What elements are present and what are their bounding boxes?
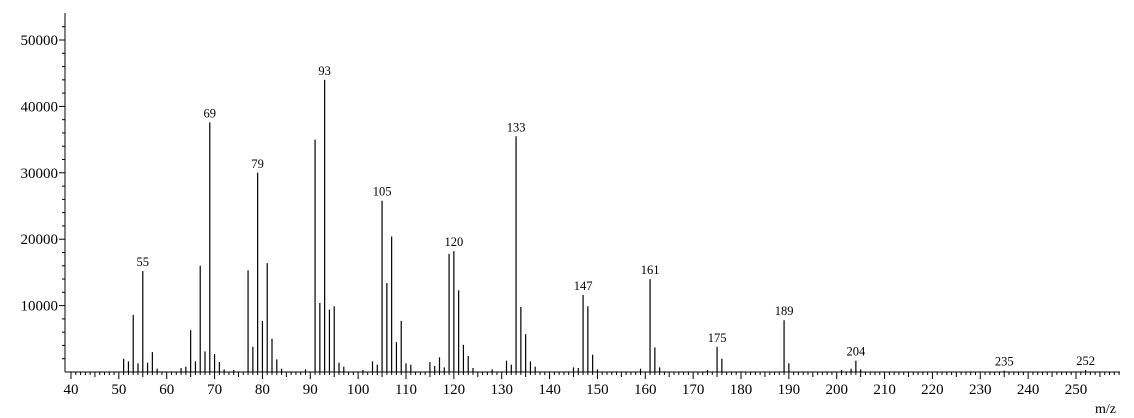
- peak-label: 235: [995, 355, 1014, 369]
- x-tick-label: 160: [634, 382, 657, 398]
- peak-label: 93: [318, 64, 331, 78]
- x-tick-label: 230: [969, 382, 992, 398]
- x-tick-label: 70: [207, 382, 222, 398]
- x-tick-label: 200: [825, 382, 848, 398]
- y-axis: 10000 20000 30000 40000 50000: [21, 13, 66, 372]
- peak-label: 161: [641, 263, 660, 277]
- x-tick-label: 210: [873, 382, 896, 398]
- y-tick-label: 30000: [21, 166, 59, 182]
- x-tick-label: 250: [1065, 382, 1088, 398]
- x-tick-label: 130: [490, 382, 513, 398]
- x-tick-label: 120: [443, 382, 466, 398]
- x-tick-label: 180: [730, 382, 753, 398]
- y-tick-label: 50000: [21, 33, 59, 49]
- x-tick-label: 220: [921, 382, 944, 398]
- x-axis: 40 50 60 70 80 90 100 110 120 130 140 150 160 170 180 1…: [64, 371, 1120, 398]
- peak-label: 79: [251, 157, 264, 171]
- peaks-group: [123, 79, 1087, 372]
- peak-label: 175: [708, 331, 727, 345]
- x-tick-label: 240: [1017, 382, 1040, 398]
- peak-labels-group: 55 69 79 93 105 120 133 147 161 175 189 204 235 252: [137, 64, 1095, 369]
- x-tick-label: 40: [64, 382, 79, 398]
- x-tick-label: 90: [303, 382, 318, 398]
- x-tick-label: 150: [586, 382, 609, 398]
- peak-label: 133: [507, 120, 526, 134]
- peak-label: 55: [137, 255, 150, 269]
- peak-label: 252: [1076, 354, 1095, 368]
- peak-label: 120: [444, 235, 463, 249]
- y-tick-label: 10000: [21, 299, 59, 315]
- y-tick-label: 40000: [21, 99, 59, 115]
- peak-label: 147: [574, 279, 593, 293]
- peak-label: 204: [846, 345, 866, 359]
- x-tick-label: 100: [347, 382, 370, 398]
- peak-label: 105: [373, 185, 392, 199]
- x-axis-unit-label: m/z: [1095, 402, 1116, 417]
- peak-label: 189: [775, 304, 794, 318]
- peak-label: 69: [204, 106, 217, 120]
- x-tick-label: 50: [111, 382, 126, 398]
- x-tick-label: 170: [682, 382, 705, 398]
- x-tick-label: 110: [395, 382, 417, 398]
- y-tick-label: 20000: [21, 232, 59, 248]
- x-tick-label: 140: [538, 382, 561, 398]
- x-tick-label: 190: [778, 382, 801, 398]
- x-tick-label: 80: [255, 382, 270, 398]
- x-tick-label: 60: [159, 382, 174, 398]
